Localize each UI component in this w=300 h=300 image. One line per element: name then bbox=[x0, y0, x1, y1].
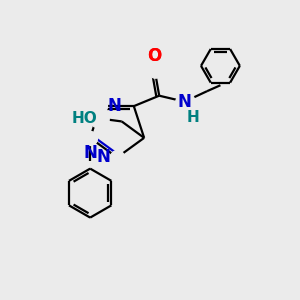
Text: N: N bbox=[178, 93, 191, 111]
Text: O: O bbox=[148, 47, 162, 65]
Text: N: N bbox=[107, 97, 121, 115]
Text: N: N bbox=[83, 144, 97, 162]
Text: N: N bbox=[97, 148, 111, 166]
Text: O: O bbox=[148, 47, 162, 65]
Text: H: H bbox=[187, 110, 199, 125]
Text: HO: HO bbox=[72, 111, 98, 126]
